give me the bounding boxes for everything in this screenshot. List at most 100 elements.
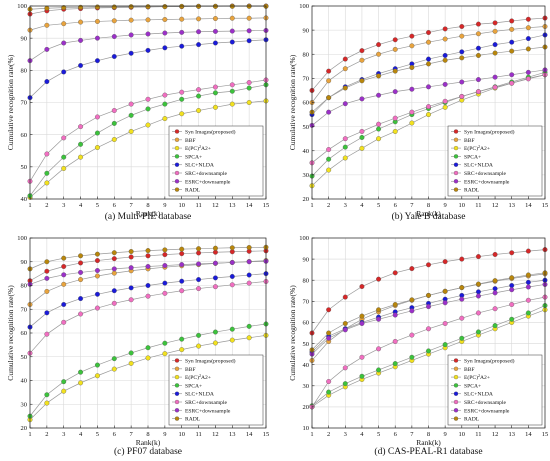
legend-label: RADL (464, 188, 480, 194)
data-point (475, 89, 481, 95)
data-point (111, 34, 117, 40)
data-point (44, 259, 50, 265)
data-point (509, 48, 515, 54)
data-point (509, 80, 515, 86)
data-point (376, 42, 382, 48)
y-tick-label: 70 (21, 100, 28, 107)
chart-panel-0: 1 2 3 4 5 6 7 8 9 10 11 12 13 14 15405060708090100Rank… (6, 3, 269, 222)
data-point (78, 141, 84, 147)
legend-swatch (453, 383, 459, 388)
y-tick-label: 40 (21, 378, 28, 385)
legend-swatch (453, 145, 459, 151)
data-point (61, 5, 67, 11)
data-point (409, 266, 415, 272)
data-point (128, 265, 134, 271)
legend-swatch (453, 129, 459, 134)
data-point (145, 96, 151, 102)
data-point (376, 316, 382, 322)
data-point (128, 4, 134, 10)
x-tick-label: 2 (45, 431, 48, 438)
legend-label: E(PC)2A2+ (185, 144, 211, 152)
legend-swatch (453, 391, 459, 396)
y-tick-label: 80 (303, 51, 310, 58)
data-point (128, 32, 134, 38)
data-point (426, 112, 431, 118)
data-point (179, 29, 185, 35)
y-tick-label: 100 (299, 3, 309, 10)
data-point (376, 51, 382, 57)
x-tick-label: 8 (427, 431, 430, 438)
data-point (326, 147, 332, 153)
data-point (44, 180, 50, 186)
data-point (492, 323, 498, 329)
x-axis-title: Rank(k) (416, 209, 441, 218)
x-tick-label: 13 (229, 431, 236, 438)
x-tick-label: 3 (344, 202, 347, 209)
series-3 (309, 303, 548, 409)
data-point (492, 278, 498, 284)
data-point (94, 114, 100, 120)
x-tick-label: 5 (96, 431, 99, 438)
data-point (162, 351, 168, 357)
x-tick-label: 3 (62, 202, 65, 209)
data-point (326, 330, 332, 336)
data-point (111, 120, 117, 126)
data-point (525, 284, 531, 290)
data-point (44, 46, 50, 52)
legend-swatch (174, 145, 180, 151)
data-point (246, 272, 252, 278)
x-tick-label: 7 (130, 431, 134, 438)
data-point (145, 264, 151, 269)
data-point (179, 278, 185, 284)
data-point (509, 316, 515, 322)
data-point (61, 302, 67, 307)
y-tick-label: 50 (21, 164, 28, 171)
legend-box (168, 354, 264, 426)
data-point (509, 302, 515, 307)
data-point (128, 285, 134, 291)
data-point (246, 85, 252, 91)
legend-label: E(PC)2A2+ (464, 373, 490, 381)
x-tick-label: 13 (508, 202, 515, 209)
data-point (246, 259, 252, 265)
data-point (78, 37, 84, 43)
legend-swatch (453, 154, 459, 159)
data-point (94, 268, 100, 274)
data-point (44, 268, 50, 274)
data-point (229, 39, 235, 45)
data-point (342, 365, 348, 371)
data-point (179, 43, 185, 49)
y-tick-label: 60 (303, 100, 310, 107)
data-point (442, 321, 448, 326)
data-point (359, 57, 365, 63)
panel-caption: (d) CAS-PEAL-R1 database (374, 446, 482, 457)
data-point (196, 108, 202, 114)
data-point (475, 281, 481, 287)
legend-swatch (453, 366, 459, 371)
series-3 (27, 82, 269, 199)
data-point (162, 340, 168, 346)
y-tick-label: 60 (21, 330, 28, 337)
legend-swatch (174, 416, 180, 421)
x-tick-label: 4 (79, 431, 83, 438)
data-point (162, 30, 168, 36)
y-tick-label: 10 (303, 425, 310, 432)
data-point (409, 33, 415, 39)
data-point (426, 56, 431, 62)
data-point (111, 266, 117, 272)
data-point (179, 336, 185, 342)
data-point (359, 48, 365, 54)
data-point (475, 293, 481, 299)
data-point (94, 251, 100, 257)
data-point (359, 354, 365, 360)
data-point (229, 274, 235, 279)
data-point (409, 297, 415, 303)
data-point (326, 109, 332, 115)
series-7 (309, 270, 548, 353)
legend-label: ESRC+downsample (464, 179, 510, 185)
y-axis-title: Cumulative recognition rate(%) (288, 285, 297, 381)
x-tick-label: 2 (45, 202, 48, 209)
legend-swatch (174, 179, 180, 184)
